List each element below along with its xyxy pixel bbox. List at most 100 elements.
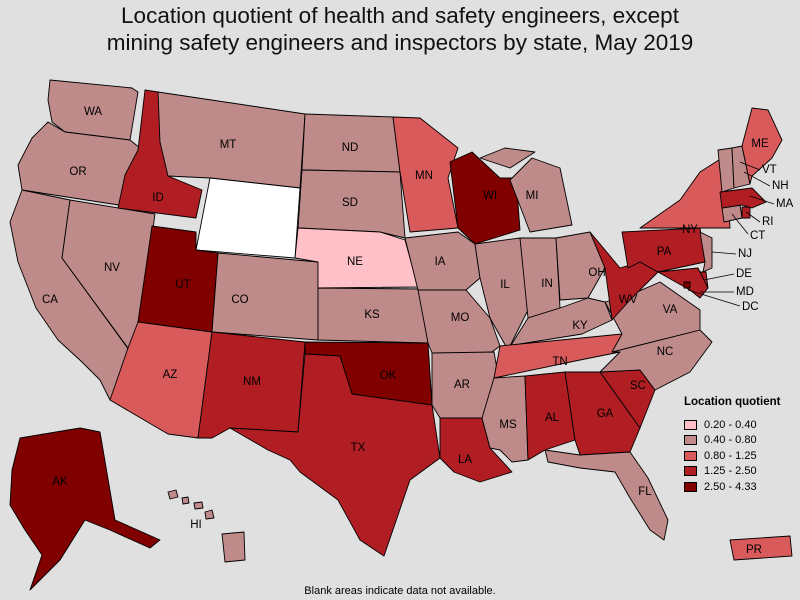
state-label-mo: MO	[451, 312, 470, 324]
map-title-line-2: mining safety engineers and inspectors b…	[106, 30, 694, 55]
state-label-id: ID	[152, 192, 164, 204]
map-title: Location quotient of health and safety e…	[0, 2, 800, 56]
legend-item-5: 2.50 - 4.33	[684, 479, 796, 495]
legend-label-5: 2.50 - 4.33	[704, 480, 757, 493]
state-mi	[479, 147, 573, 233]
state-label-ok: OK	[380, 370, 397, 382]
state-co	[211, 252, 319, 341]
state-label-tx: TX	[351, 442, 366, 454]
leader-line-ri	[745, 211, 761, 223]
state-label-nd: ND	[342, 142, 359, 154]
state-label-mi: MI	[526, 190, 539, 202]
state-label-pr: PR	[746, 544, 762, 556]
state-label-il: IL	[500, 279, 510, 291]
legend-item-3: 0.80 - 1.25	[684, 448, 796, 464]
legend-label-1: 0.20 - 0.40	[704, 418, 757, 431]
state-ma	[719, 187, 767, 209]
state-label-ky: KY	[572, 320, 588, 332]
legend-item-4: 1.25 - 2.50	[684, 464, 796, 480]
state-label-nj: NJ	[738, 248, 752, 260]
state-label-ks: KS	[364, 309, 380, 321]
legend-swatch-2	[684, 435, 697, 446]
state-label-ms: MS	[499, 419, 517, 431]
state-label-or: OR	[69, 166, 86, 178]
state-label-dc: DC	[742, 301, 759, 313]
state-ri	[741, 206, 751, 219]
state-label-nc: NC	[657, 346, 674, 358]
leader-line-vt	[739, 161, 761, 171]
leader-line-ct	[731, 213, 749, 235]
leader-line-nj	[711, 251, 737, 255]
leader-line-ma	[749, 195, 775, 205]
legend-item-2: 0.40 - 0.80	[684, 433, 796, 449]
state-label-ut: UT	[175, 279, 190, 291]
state-label-nh: NH	[772, 180, 789, 192]
state-ny	[639, 157, 731, 229]
state-pr	[729, 535, 793, 561]
leader-line-dc	[687, 289, 741, 307]
state-label-md: MD	[736, 286, 754, 298]
state-label-ia: IA	[435, 256, 446, 268]
state-wi	[449, 151, 521, 245]
state-label-in: IN	[541, 278, 553, 290]
legend-swatch-1	[684, 419, 697, 430]
legend-swatch-5	[684, 481, 697, 492]
state-ak	[9, 427, 161, 591]
legend-label-2: 0.40 - 0.80	[704, 434, 757, 447]
state-label-oh: OH	[588, 267, 605, 279]
state-oh	[555, 231, 606, 301]
state-label-tn: TN	[552, 356, 567, 368]
legend-swatch-3	[684, 450, 697, 461]
state-label-ma: MA	[776, 198, 794, 210]
state-label-va: VA	[663, 304, 678, 316]
state-nc	[599, 329, 713, 391]
state-label-nv: NV	[104, 262, 120, 274]
legend-label-4: 1.25 - 2.50	[704, 465, 757, 478]
state-sd	[297, 169, 406, 239]
state-label-nm: NM	[243, 376, 261, 388]
legend-item-1: 0.20 - 0.40	[684, 417, 796, 433]
state-me	[741, 107, 783, 185]
state-wv	[589, 231, 659, 321]
state-label-me: ME	[751, 138, 769, 150]
state-hi	[167, 489, 246, 563]
state-label-az: AZ	[163, 369, 178, 381]
state-label-ny: NY	[682, 224, 698, 236]
state-wy	[195, 177, 301, 259]
state-dc	[683, 281, 691, 289]
legend-swatch-4	[684, 466, 697, 477]
state-label-mn: MN	[415, 170, 433, 182]
leader-line-de	[703, 273, 735, 281]
state-label-mt: MT	[220, 139, 237, 151]
state-label-hi: HI	[190, 519, 202, 531]
state-label-ak: AK	[52, 476, 68, 488]
state-label-wv: WV	[619, 294, 638, 306]
map-title-line-1: Location quotient of health and safety e…	[121, 3, 679, 28]
state-label-ct: CT	[750, 230, 765, 242]
legend-title: Location quotient	[684, 396, 781, 408]
state-label-ar: AR	[454, 379, 470, 391]
state-label-de: DE	[736, 268, 752, 280]
state-label-al: AL	[545, 412, 560, 424]
state-tx	[229, 353, 441, 557]
state-label-la: LA	[458, 454, 472, 466]
state-label-ri: RI	[762, 216, 774, 228]
state-mo	[417, 289, 501, 356]
state-label-vt: VT	[762, 164, 777, 176]
legend: Location quotient 0.20 - 0.40 0.40 - 0.8…	[684, 396, 796, 495]
state-label-fl: FL	[638, 486, 652, 498]
state-ne	[294, 227, 419, 289]
state-label-wa: WA	[84, 106, 102, 118]
state-label-sc: SC	[630, 380, 646, 392]
state-label-ga: GA	[597, 408, 614, 420]
state-label-wi: WI	[483, 190, 497, 202]
state-label-sd: SD	[342, 197, 358, 209]
state-label-co: CO	[231, 294, 248, 306]
state-al	[524, 371, 576, 461]
footnote: Blank areas indicate data not available.	[304, 585, 496, 597]
legend-label-3: 0.80 - 1.25	[704, 449, 757, 462]
state-mn	[392, 116, 459, 233]
state-nj	[699, 231, 713, 273]
leader-line-nh	[743, 171, 771, 187]
